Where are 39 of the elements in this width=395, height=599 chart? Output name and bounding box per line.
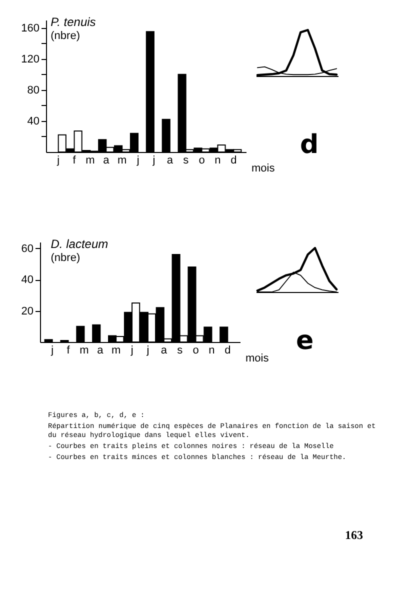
text: 163	[345, 528, 363, 543]
x-tick-label: a	[97, 344, 104, 356]
x-tick-label: j	[146, 344, 150, 356]
x-tick-label: n	[208, 344, 215, 356]
x-tick-label: j	[152, 154, 156, 166]
y-tick-label: 40	[21, 274, 34, 286]
x-tick-label: a	[166, 154, 174, 166]
y-tick-label: 80	[27, 84, 40, 96]
x-tick-label: m	[80, 344, 89, 356]
chart-title: D. lacteum	[50, 237, 108, 251]
x-tick-label: a	[103, 154, 110, 166]
x-tick-label: f	[66, 344, 71, 356]
text: (nbre)	[50, 252, 80, 264]
x-tick-label: n	[214, 154, 221, 166]
x-tick-label: d	[230, 154, 237, 166]
chart-title: P. tenuis	[50, 15, 96, 29]
x-tick-label: a	[160, 344, 168, 356]
text: (nbre)	[50, 30, 80, 42]
x-tick-label: o	[192, 344, 199, 356]
x-tick-label: s	[177, 344, 184, 356]
y-tick-label: 60	[21, 242, 34, 255]
x-axis-title: mois	[246, 352, 270, 364]
x-axis-title: mois	[252, 162, 276, 174]
y-tick-label: 20	[21, 305, 34, 318]
text: e	[296, 326, 314, 356]
x-tick-label: j	[130, 344, 134, 356]
y-tick-label: 120	[21, 53, 40, 66]
x-tick-label: j	[50, 344, 54, 356]
x-tick-label: j	[136, 154, 140, 166]
x-tick-label: f	[72, 154, 77, 166]
x-tick-label: m	[118, 154, 127, 166]
y-tick-label: 160	[21, 22, 40, 34]
x-tick-label: o	[198, 154, 205, 166]
x-tick-label: m	[86, 154, 95, 166]
x-tick-label: j	[56, 154, 60, 166]
x-tick-label: s	[183, 154, 190, 166]
x-tick-label: d	[224, 344, 231, 356]
y-tick-label: 40	[27, 115, 40, 128]
x-tick-label: m	[112, 344, 121, 356]
